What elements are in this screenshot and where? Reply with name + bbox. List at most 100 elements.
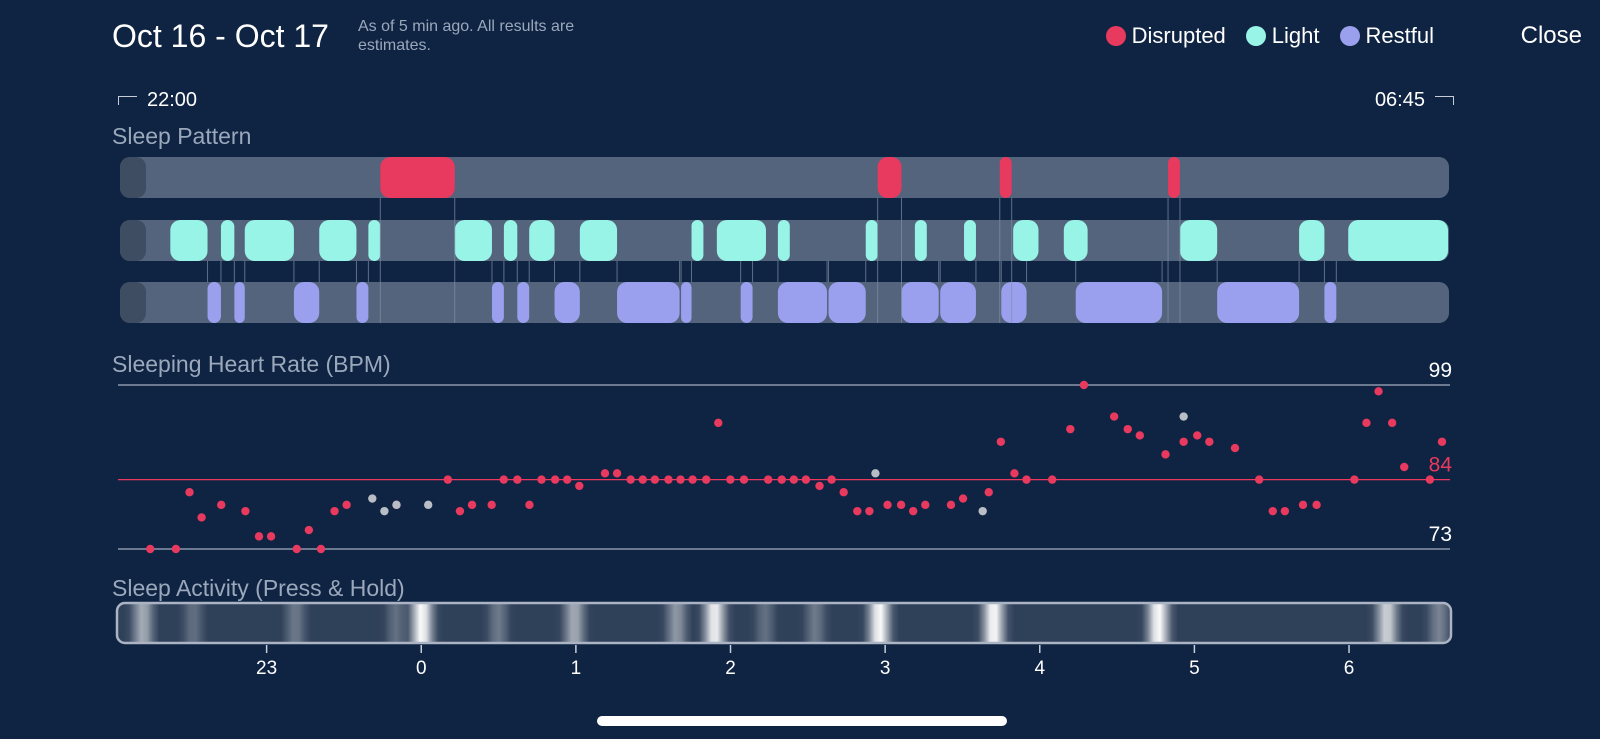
hr-point bbox=[487, 500, 496, 510]
pattern-track bbox=[120, 157, 1449, 198]
pattern-row-light bbox=[120, 220, 1449, 261]
hr-point bbox=[896, 500, 906, 510]
legend-light: Light bbox=[1245, 22, 1320, 50]
hr-point bbox=[600, 469, 610, 478]
pattern-segment-restful bbox=[828, 282, 866, 323]
pattern-segment-restful bbox=[1324, 282, 1337, 323]
hr-point bbox=[958, 494, 968, 503]
hr-point bbox=[946, 500, 956, 510]
pattern-segment-light bbox=[1013, 220, 1039, 261]
pattern-track-cap bbox=[120, 220, 146, 261]
hr-point bbox=[984, 488, 993, 497]
hr-point bbox=[739, 475, 749, 484]
pattern-segment-light bbox=[170, 220, 208, 261]
hr-point bbox=[676, 475, 685, 484]
hr-point bbox=[996, 437, 1006, 446]
hr-point bbox=[1400, 462, 1409, 472]
pattern-segment-restful bbox=[207, 282, 221, 323]
hr-point bbox=[1254, 475, 1264, 484]
hr-point bbox=[763, 475, 773, 484]
pattern-segment-restful bbox=[356, 282, 369, 323]
hr-point bbox=[292, 544, 301, 554]
pattern-segment-restful bbox=[1075, 282, 1163, 323]
hr-point bbox=[1109, 412, 1119, 421]
axis-tick-label: 4 bbox=[1034, 658, 1045, 679]
hr-point bbox=[789, 475, 799, 484]
hr-point bbox=[1437, 437, 1447, 446]
hr-point bbox=[467, 500, 477, 510]
pattern-segment-light bbox=[865, 220, 878, 261]
hr-point bbox=[688, 475, 697, 484]
hr-point bbox=[1362, 418, 1371, 428]
hr-point bbox=[1268, 506, 1277, 516]
hr-point-gray bbox=[978, 506, 987, 516]
hr-point-gray bbox=[1179, 412, 1188, 421]
legend-label: Light bbox=[1271, 23, 1320, 48]
pattern-segment-restful bbox=[517, 282, 530, 323]
hr-point bbox=[909, 506, 918, 516]
pattern-segment-restful bbox=[1217, 282, 1300, 323]
pattern-segment-light bbox=[716, 220, 766, 261]
hr-point bbox=[1022, 475, 1031, 484]
pattern-segment-restful bbox=[234, 282, 245, 323]
sleep-activity-title: Sleep Activity (Press & Hold) bbox=[112, 575, 405, 601]
pattern-segment-disrupted bbox=[999, 157, 1012, 198]
axis-tick-label: 0 bbox=[416, 658, 427, 679]
axis-tick-label: 23 bbox=[256, 658, 277, 679]
hr-point bbox=[146, 544, 155, 554]
hr-point bbox=[1205, 437, 1214, 446]
estimate-note: As of 5 min ago. All results are estimat… bbox=[358, 18, 575, 54]
hr-point bbox=[1161, 450, 1170, 459]
legend-disrupted: Disrupted bbox=[1105, 22, 1226, 50]
home-indicator bbox=[597, 716, 1007, 726]
pattern-segment-disrupted bbox=[877, 157, 902, 198]
hr-point bbox=[702, 475, 711, 484]
pattern-segment-restful bbox=[901, 282, 939, 323]
pattern-segment-restful bbox=[293, 282, 320, 323]
hr-point bbox=[1066, 424, 1075, 434]
pattern-segment-light bbox=[1348, 220, 1448, 261]
hr-point bbox=[266, 532, 276, 541]
hr-point bbox=[1280, 506, 1290, 516]
pattern-segment-light bbox=[579, 220, 618, 261]
hr-point bbox=[726, 475, 735, 484]
hr-point-gray bbox=[424, 500, 433, 510]
sleep-activity-chart[interactable]: 23 0 1 2 3 4 5 6 bbox=[115, 601, 1453, 679]
sleep-pattern-chart bbox=[120, 157, 1449, 323]
activity-strip[interactable] bbox=[115, 601, 1453, 645]
end-time: 06:45 bbox=[1375, 88, 1454, 112]
hr-point bbox=[883, 500, 892, 510]
pattern-segment-restful bbox=[740, 282, 753, 323]
legend: Disrupted Light Restful bbox=[1105, 22, 1434, 50]
pattern-segment-light bbox=[503, 220, 518, 261]
hr-point bbox=[1135, 431, 1145, 440]
pattern-segment-restful bbox=[777, 282, 828, 323]
hr-point bbox=[777, 475, 786, 484]
hr-point bbox=[525, 500, 534, 510]
hr-point bbox=[1374, 387, 1383, 396]
legend-label: Restful bbox=[1365, 23, 1434, 48]
legend-restful: Restful bbox=[1339, 22, 1434, 50]
pattern-segment-restful bbox=[617, 282, 680, 323]
pattern-segment-light bbox=[454, 220, 492, 261]
hr-point bbox=[550, 475, 560, 484]
hr-point bbox=[801, 475, 811, 484]
pattern-segment-light bbox=[529, 220, 555, 261]
close-button[interactable]: Close bbox=[1520, 22, 1582, 49]
hr-reference-label: 84 bbox=[1429, 454, 1453, 477]
hr-point bbox=[537, 475, 546, 484]
pattern-row-disrupted bbox=[120, 157, 1449, 198]
hr-point bbox=[1193, 431, 1202, 440]
pattern-segment-light bbox=[368, 220, 381, 261]
hr-point bbox=[714, 418, 723, 428]
legend-label: Disrupted bbox=[1131, 23, 1226, 48]
hr-point bbox=[612, 469, 622, 478]
pattern-segment-restful bbox=[681, 282, 692, 323]
pattern-segment-light bbox=[777, 220, 790, 261]
light-dot-icon bbox=[1245, 26, 1266, 46]
end-bracket-icon bbox=[1435, 95, 1454, 105]
axis-tick-label: 2 bbox=[725, 658, 736, 679]
hr-point-gray bbox=[368, 494, 377, 503]
hr-point bbox=[241, 506, 250, 516]
